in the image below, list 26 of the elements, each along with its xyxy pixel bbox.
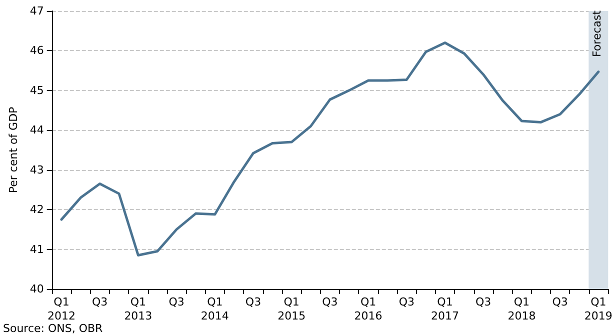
source-note: Source: ONS, OBR xyxy=(3,322,104,335)
y-tick-label: 46 xyxy=(30,44,44,58)
x-tick-label: Q3 xyxy=(476,296,492,308)
x-tick-label: Q1 2015 xyxy=(278,296,306,322)
x-tick-label: Q1 2019 xyxy=(584,296,612,322)
x-tick-label: Q1 2012 xyxy=(47,296,76,322)
x-tick-label: Q1 2016 xyxy=(354,296,382,322)
x-tick-label: Q1 2014 xyxy=(200,296,229,322)
y-tick-label: 41 xyxy=(30,242,44,256)
y-tick-label: 40 xyxy=(30,282,44,296)
x-tick-label: Q3 xyxy=(322,296,338,308)
x-tick-label: Q3 xyxy=(92,296,108,308)
x-tick-label: Q3 xyxy=(552,296,568,308)
y-axis-title: Per cent of GDP xyxy=(7,106,20,194)
y-tick-label: 42 xyxy=(30,203,44,216)
x-tick-label: Q1 2017 xyxy=(431,296,460,322)
band-label: Forecast xyxy=(590,10,604,57)
x-tick-label: Q1 2013 xyxy=(124,296,152,322)
y-tick-label: 43 xyxy=(30,163,44,176)
y-tick-label: 47 xyxy=(30,4,44,18)
x-tick-label: Q1 2018 xyxy=(508,296,536,322)
y-tick-label: 44 xyxy=(30,124,44,137)
y-tick-label: 45 xyxy=(30,84,44,97)
x-tick-label: Q3 xyxy=(245,296,262,308)
x-tick-label: Q3 xyxy=(168,296,184,308)
x-tick-label: Q3 xyxy=(398,296,414,308)
